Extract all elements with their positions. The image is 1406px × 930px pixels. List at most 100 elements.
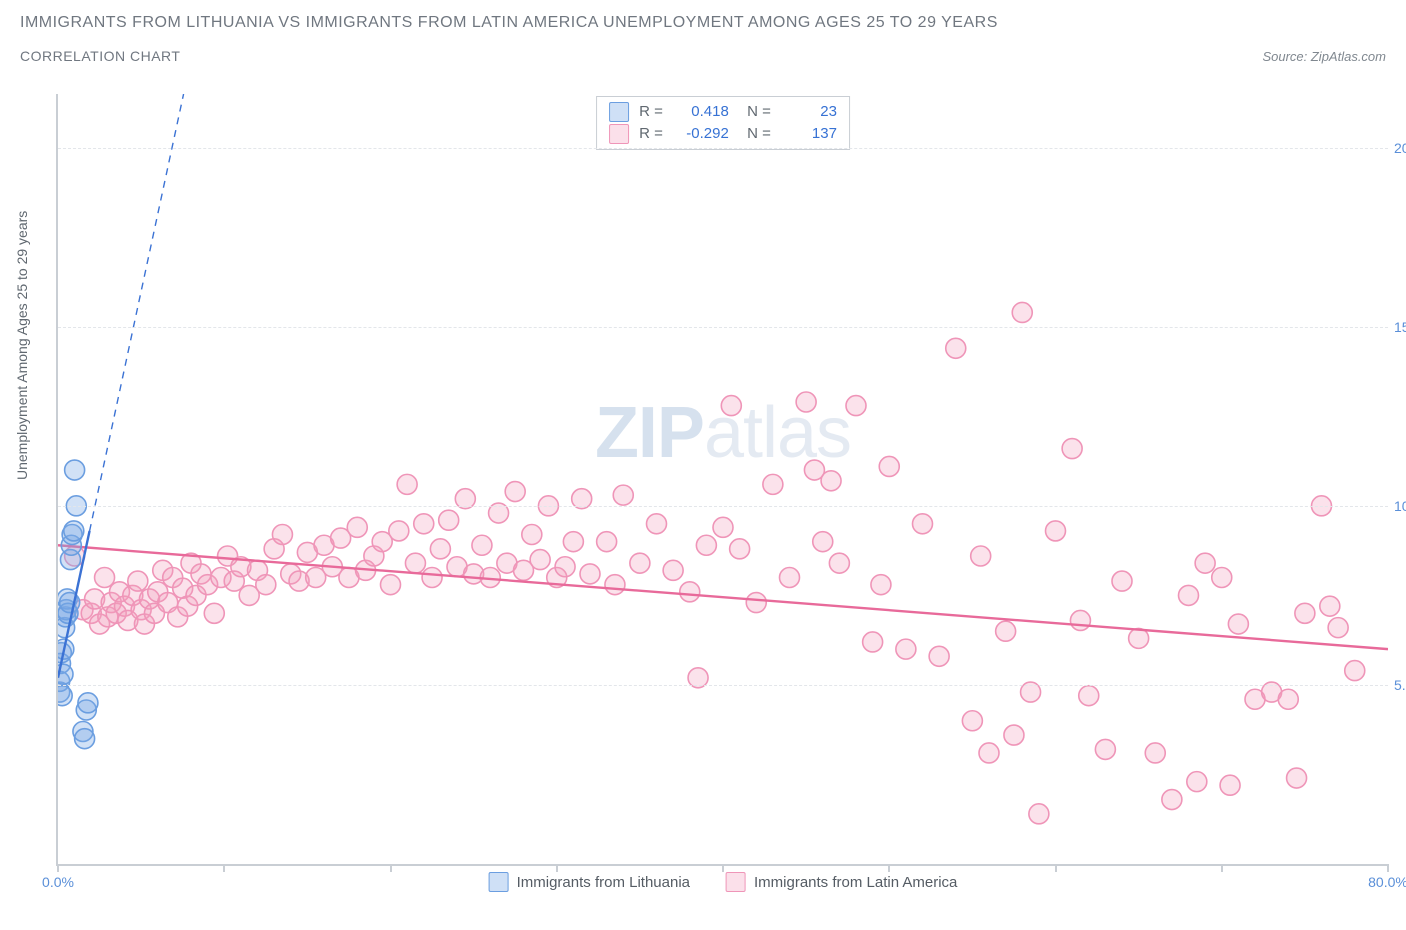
scatter-point-latin_america xyxy=(1328,618,1348,638)
scatter-point-latin_america xyxy=(597,532,617,552)
scatter-point-latin_america xyxy=(996,621,1016,641)
scatter-point-latin_america xyxy=(680,582,700,602)
legend-n-label: N = xyxy=(739,123,771,145)
scatter-point-latin_america xyxy=(730,539,750,559)
scatter-point-latin_america xyxy=(1195,553,1215,573)
trendline-dashed-lithuania xyxy=(90,94,184,531)
scatter-point-latin_america xyxy=(846,396,866,416)
scatter-point-latin_america xyxy=(1112,571,1132,591)
scatter-point-latin_america xyxy=(439,510,459,530)
legend-r-label: R = xyxy=(639,101,663,123)
scatter-point-latin_america xyxy=(913,514,933,534)
y-tick-label: 20.0% xyxy=(1394,140,1406,156)
scatter-point-latin_america xyxy=(397,474,417,494)
scatter-point-lithuania xyxy=(78,693,98,713)
gridline xyxy=(58,685,1388,686)
legend-n-value: 23 xyxy=(781,101,837,123)
scatter-point-latin_america xyxy=(746,593,766,613)
scatter-point-latin_america xyxy=(1062,439,1082,459)
chart-title: IMMIGRANTS FROM LITHUANIA VS IMMIGRANTS … xyxy=(20,14,1386,32)
gridline xyxy=(58,327,1388,328)
scatter-point-latin_america xyxy=(522,525,542,545)
legend-r-value: -0.292 xyxy=(673,123,729,145)
scatter-point-latin_america xyxy=(563,532,583,552)
scatter-point-latin_america xyxy=(647,514,667,534)
x-tick-mark xyxy=(722,864,724,872)
series-legend-label: Immigrants from Lithuania xyxy=(517,874,690,891)
scatter-point-latin_america xyxy=(1345,661,1365,681)
x-tick-mark xyxy=(888,864,890,872)
source-prefix: Source: xyxy=(1262,49,1310,64)
scatter-svg xyxy=(58,94,1388,864)
scatter-point-latin_america xyxy=(1187,772,1207,792)
y-axis-title: Unemployment Among Ages 25 to 29 years xyxy=(14,211,30,480)
scatter-point-latin_america xyxy=(381,575,401,595)
scatter-point-latin_america xyxy=(256,575,276,595)
scatter-point-latin_america xyxy=(896,639,916,659)
scatter-point-latin_america xyxy=(1070,610,1090,630)
scatter-point-latin_america xyxy=(605,575,625,595)
scatter-point-latin_america xyxy=(863,632,883,652)
correlation-legend-box: R =0.418 N =23R =-0.292 N =137 xyxy=(596,96,850,150)
scatter-point-latin_america xyxy=(1046,521,1066,541)
scatter-point-lithuania xyxy=(65,460,85,480)
x-tick-mark xyxy=(1221,864,1223,872)
series-legend: Immigrants from Lithuania Immigrants from… xyxy=(489,872,958,892)
scatter-point-latin_america xyxy=(128,571,148,591)
scatter-point-lithuania xyxy=(58,686,72,706)
scatter-point-latin_america xyxy=(721,396,741,416)
scatter-point-latin_america xyxy=(422,567,442,587)
scatter-point-latin_america xyxy=(1228,614,1248,634)
source-name: ZipAtlas.com xyxy=(1311,49,1386,64)
legend-n-label: N = xyxy=(739,101,771,123)
scatter-point-latin_america xyxy=(555,557,575,577)
scatter-point-latin_america xyxy=(663,560,683,580)
scatter-point-lithuania xyxy=(75,729,95,749)
chart-plot-area: ZIPatlas R =0.418 N =23R =-0.292 N =137 … xyxy=(56,94,1388,866)
legend-swatch-icon xyxy=(609,102,629,122)
series-legend-item-lithuania: Immigrants from Lithuania xyxy=(489,872,690,892)
scatter-point-latin_america xyxy=(613,485,633,505)
scatter-point-latin_america xyxy=(580,564,600,584)
legend-n-value: 137 xyxy=(781,123,837,145)
scatter-point-latin_america xyxy=(1079,686,1099,706)
x-tick-mark xyxy=(1387,864,1389,872)
legend-row-latin_america: R =-0.292 N =137 xyxy=(609,123,837,145)
legend-swatch-icon xyxy=(726,872,746,892)
scatter-point-latin_america xyxy=(95,567,115,587)
scatter-point-latin_america xyxy=(780,567,800,587)
y-tick-label: 15.0% xyxy=(1394,319,1406,335)
scatter-point-latin_america xyxy=(871,575,891,595)
scatter-point-latin_america xyxy=(1162,790,1182,810)
scatter-point-latin_america xyxy=(1145,743,1165,763)
scatter-point-latin_america xyxy=(1004,725,1024,745)
scatter-point-latin_america xyxy=(979,743,999,763)
scatter-point-latin_america xyxy=(630,553,650,573)
x-tick-mark xyxy=(223,864,225,872)
scatter-point-latin_america xyxy=(430,539,450,559)
gridline xyxy=(58,148,1388,149)
x-tick-mark xyxy=(390,864,392,872)
x-tick-label: 80.0% xyxy=(1368,874,1406,890)
scatter-point-latin_america xyxy=(472,535,492,555)
legend-r-value: 0.418 xyxy=(673,101,729,123)
scatter-point-latin_america xyxy=(1320,596,1340,616)
scatter-point-latin_america xyxy=(879,456,899,476)
scatter-point-latin_america xyxy=(821,471,841,491)
scatter-point-latin_america xyxy=(505,482,525,502)
scatter-point-latin_america xyxy=(696,535,716,555)
scatter-point-latin_america xyxy=(414,514,434,534)
scatter-point-latin_america xyxy=(204,603,224,623)
x-tick-mark xyxy=(57,864,59,872)
series-legend-item-latin_america: Immigrants from Latin America xyxy=(726,872,957,892)
gridline xyxy=(58,506,1388,507)
scatter-point-latin_america xyxy=(971,546,991,566)
scatter-point-latin_america xyxy=(946,338,966,358)
y-tick-label: 5.0% xyxy=(1394,677,1406,693)
scatter-point-latin_america xyxy=(1012,302,1032,322)
scatter-point-latin_america xyxy=(713,517,733,537)
legend-swatch-icon xyxy=(609,124,629,144)
scatter-point-latin_america xyxy=(405,553,425,573)
scatter-point-latin_america xyxy=(813,532,833,552)
scatter-point-latin_america xyxy=(272,525,292,545)
